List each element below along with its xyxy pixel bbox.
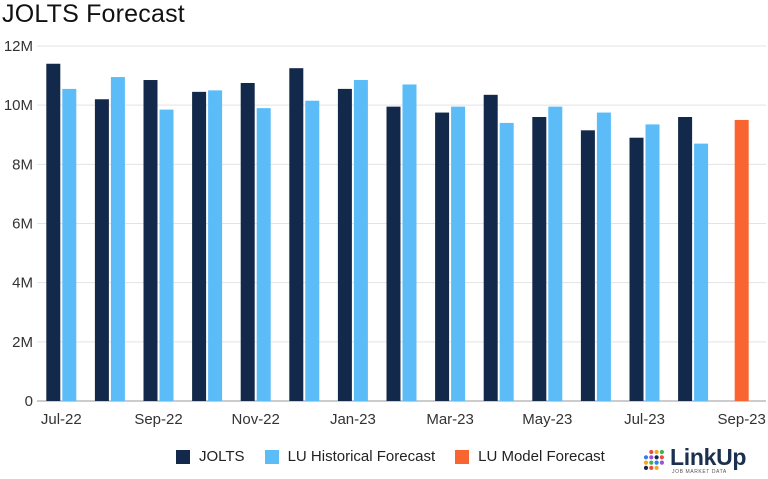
chart-legend: JOLTS LU Historical Forecast LU Model Fore… — [176, 448, 625, 465]
chart-title: JOLTS Forecast — [2, 0, 185, 28]
bar-lu-historical-forecast — [402, 84, 417, 401]
legend-label: LU Historical Forecast — [287, 448, 436, 465]
x-tick-label: Jul-23 — [624, 411, 665, 428]
logo-dot — [654, 455, 659, 460]
bar-jolts — [46, 63, 61, 401]
bar-lu-historical-forecast — [596, 112, 611, 401]
x-tick-label: Nov-22 — [232, 411, 280, 428]
bar-jolts — [240, 82, 255, 402]
bar-jolts — [337, 88, 352, 401]
logo-dot — [654, 449, 659, 455]
bar-lu-historical-forecast — [110, 77, 125, 401]
bar-lu-historical-forecast — [694, 143, 709, 401]
bar-lu-historical-forecast — [159, 109, 174, 402]
y-tick-label: 2M — [12, 334, 33, 351]
legend-swatch — [176, 449, 190, 464]
logo-dot — [649, 460, 654, 465]
x-tick-label: Mar-23 — [426, 411, 474, 428]
y-tick-label: 10M — [4, 97, 33, 114]
bar-jolts — [386, 106, 401, 401]
y-tick-label: 0 — [25, 393, 33, 410]
bar-lu-historical-forecast — [499, 122, 514, 402]
x-tick-label: Sep-23 — [718, 411, 766, 428]
legend-item: JOLTS — [176, 448, 245, 465]
logo-dot — [643, 455, 649, 460]
logo-dot — [643, 460, 649, 465]
bar-jolts — [435, 112, 450, 401]
logo-dot — [659, 449, 664, 455]
bar-chart: 0 2M 4M 6M 8M 10M 12M Jul-22 Sep-22 Nov-22 Jan-23 M… — [4, 38, 766, 428]
logo-dot — [654, 460, 659, 465]
logo-dot — [649, 455, 654, 460]
legend-item: LU Historical Forecast — [264, 448, 436, 465]
y-tick-label: 12M — [4, 38, 33, 55]
x-tick-label: Jan-23 — [330, 411, 376, 428]
legend-label: JOLTS — [199, 448, 245, 465]
logo-dot — [659, 460, 664, 465]
legend-swatch — [455, 449, 470, 464]
x-tick-label: Jul-22 — [41, 411, 82, 428]
linkup-logo-mark-icon — [643, 449, 664, 470]
bar-lu-historical-forecast — [645, 124, 660, 401]
logo-dot — [659, 455, 664, 460]
bar-lu-model-forecast — [734, 119, 749, 401]
bar-jolts — [483, 94, 498, 401]
bar-lu-historical-forecast — [62, 88, 77, 401]
logo-tagline: JOB MARKET DATA — [672, 468, 727, 475]
legend-swatch — [264, 449, 279, 464]
bar-jolts — [678, 117, 693, 401]
y-tick-label: 8M — [12, 156, 33, 173]
bar-lu-historical-forecast — [353, 80, 368, 401]
logo-dot — [643, 465, 649, 470]
bar-lu-historical-forecast — [256, 108, 271, 401]
bar-jolts — [629, 137, 644, 402]
logo-dot — [649, 465, 654, 470]
logo-name: LinkUp — [670, 443, 747, 470]
bar-jolts — [289, 68, 304, 401]
bar-jolts — [143, 80, 158, 401]
y-tick-label: 6M — [12, 216, 33, 233]
bar-lu-historical-forecast — [548, 106, 563, 401]
y-tick-label: 4M — [12, 275, 33, 292]
bar-jolts — [580, 130, 595, 401]
bar-lu-historical-forecast — [451, 106, 466, 401]
bar-jolts — [532, 117, 547, 401]
bar-jolts — [192, 91, 207, 402]
x-tick-label: May-23 — [522, 411, 572, 428]
legend-label: LU Model Forecast — [478, 448, 605, 465]
legend-item: LU Model Forecast — [455, 448, 605, 465]
logo-dot — [649, 449, 654, 455]
logo-dot — [654, 465, 659, 470]
x-tick-label: Sep-22 — [134, 411, 182, 428]
linkup-logo: LinkUp JOB MARKET DATA — [643, 443, 767, 477]
bar-lu-historical-forecast — [305, 100, 320, 402]
bar-lu-historical-forecast — [208, 90, 223, 401]
bar-jolts — [94, 99, 109, 401]
